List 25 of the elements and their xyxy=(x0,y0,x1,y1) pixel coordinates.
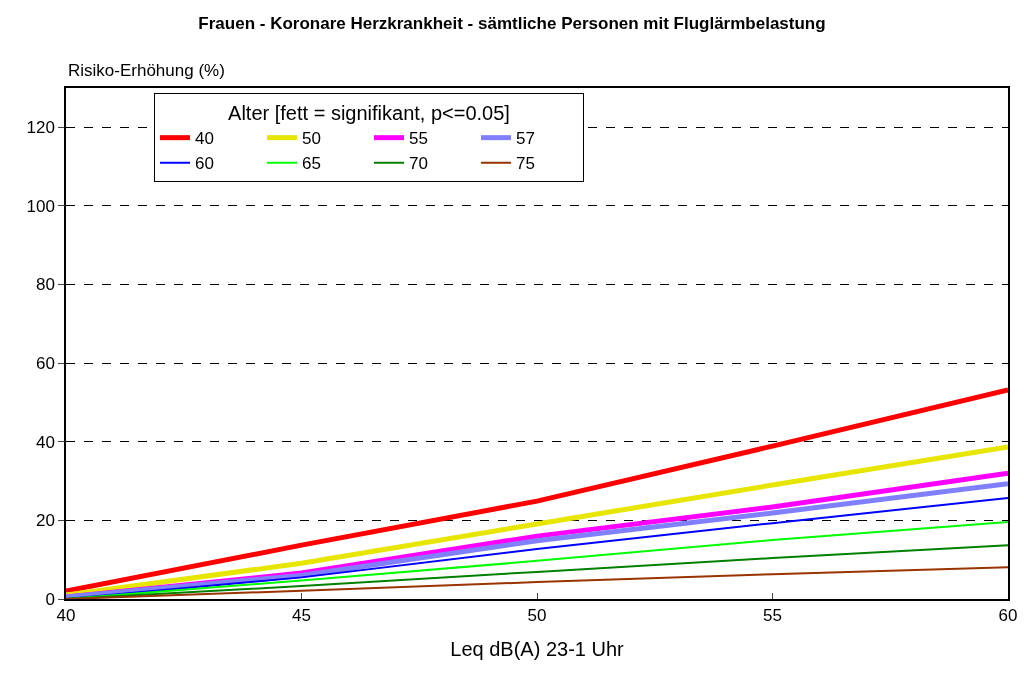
legend-label: 75 xyxy=(516,154,535,174)
y-tick-label: 120 xyxy=(26,118,55,138)
legend-label: 60 xyxy=(195,154,214,174)
x-tick-label: 45 xyxy=(292,606,311,626)
y-axis-title: Risiko-Erhöhung (%) xyxy=(68,61,225,80)
legend-label: 70 xyxy=(409,154,428,174)
x-tick-label: 50 xyxy=(527,606,547,626)
chart-title: Frauen - Koronare Herzkrankheit - sämtliche Personen mit Fluglärmbelastung xyxy=(198,13,826,33)
y-tick-label: 60 xyxy=(35,354,55,374)
y-tick-label: 80 xyxy=(35,275,55,295)
legend-label: 50 xyxy=(302,129,321,149)
y-tick-label: 100 xyxy=(26,196,55,216)
legend-label: 65 xyxy=(302,154,321,174)
legend-label: 55 xyxy=(409,129,428,149)
y-tick-label: 20 xyxy=(35,511,55,531)
line-series xyxy=(66,566,1008,599)
y-tick-label: 0 xyxy=(45,589,55,609)
x-tick-label: 55 xyxy=(763,606,782,626)
x-axis-title: Leq dB(A) 23-1 Uhr xyxy=(450,638,625,661)
legend-title: Alter [fett = signifikant, p<=0.05] xyxy=(228,102,510,125)
legend-label: 57 xyxy=(516,129,535,149)
y-tick-label: 40 xyxy=(35,432,55,452)
x-tick-label: 60 xyxy=(998,606,1018,626)
x-tick-label: 40 xyxy=(56,606,76,626)
legend-label: 40 xyxy=(195,129,214,149)
